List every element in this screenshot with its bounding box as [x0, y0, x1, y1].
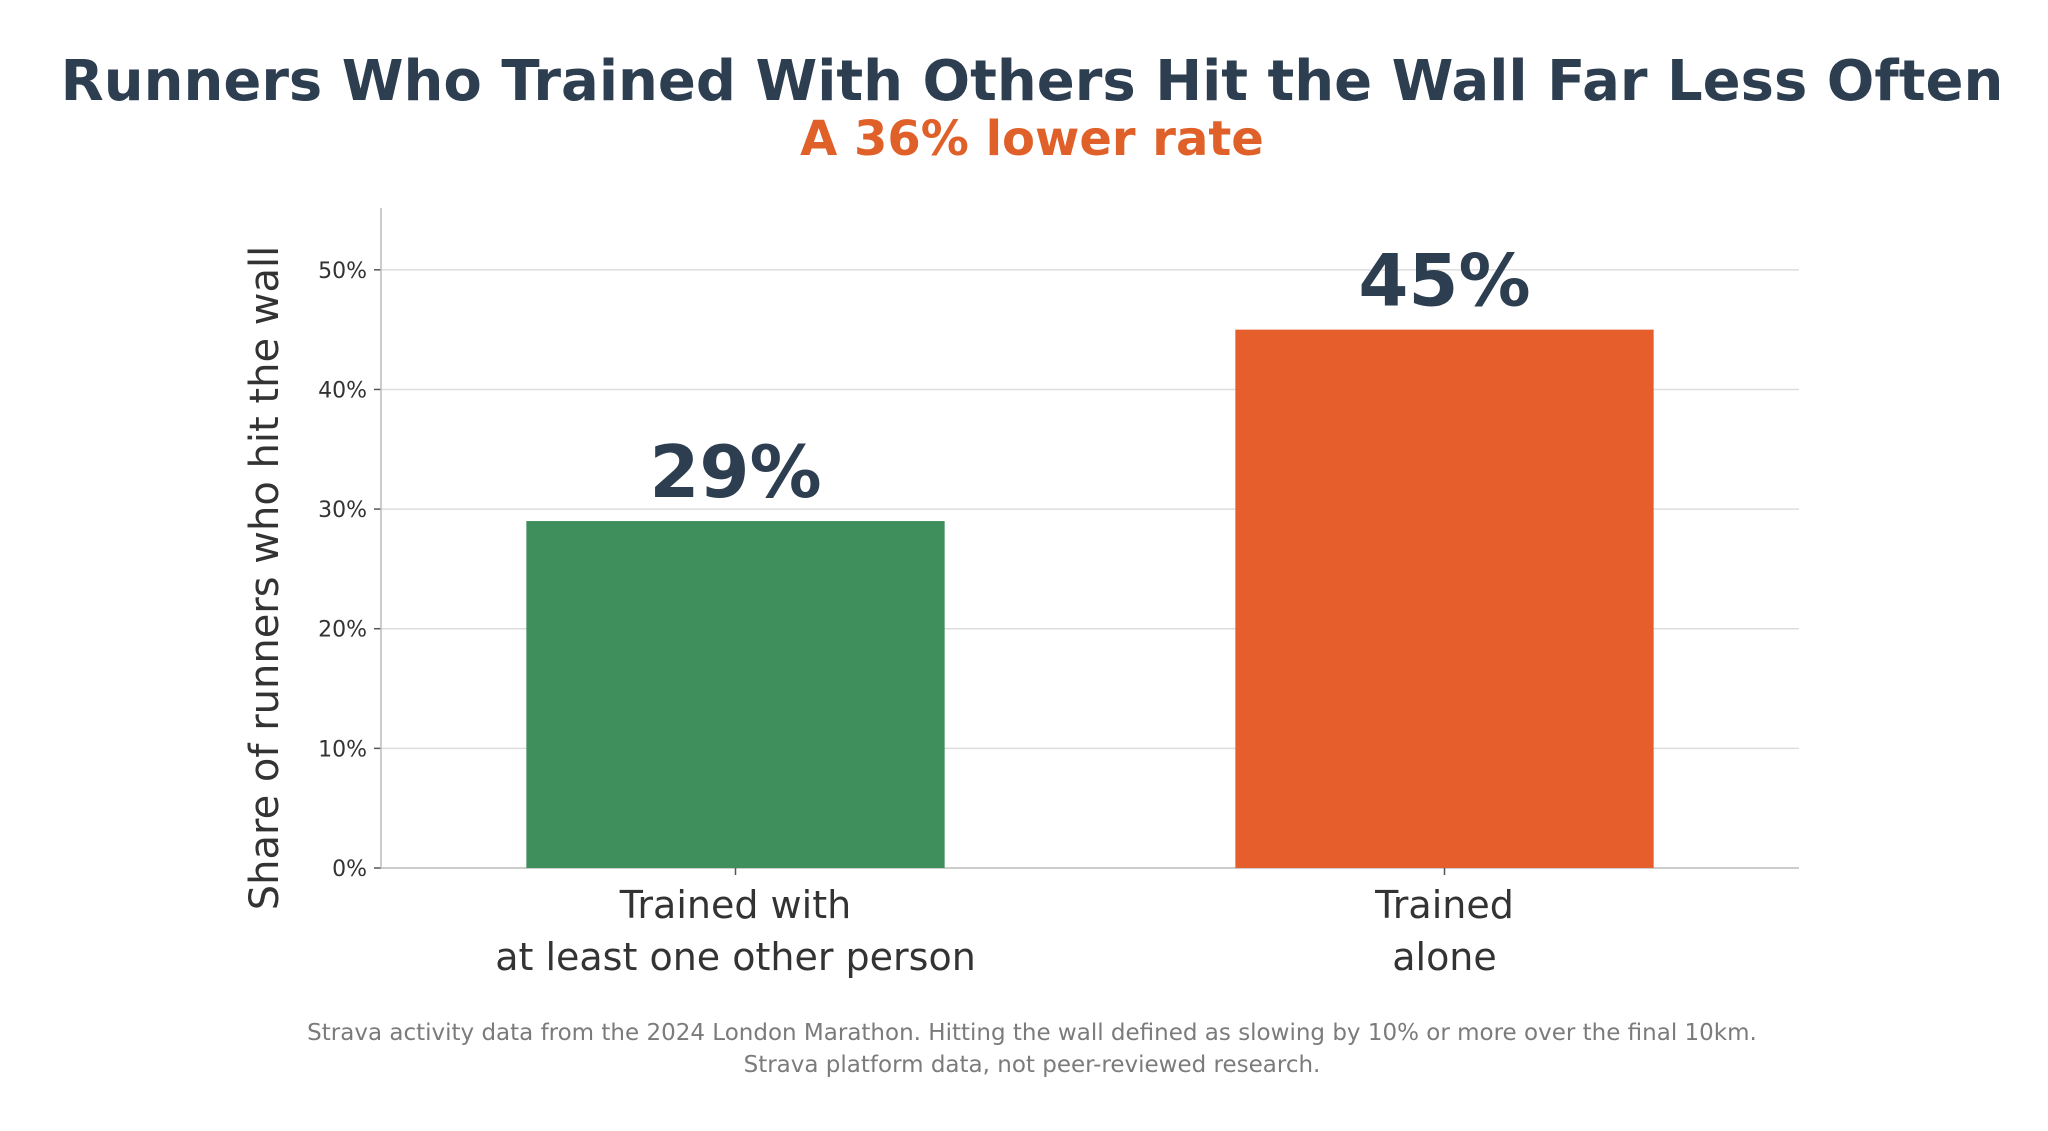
y-tick-labels: 0% 10% 20% 30% 40% 50% [318, 259, 367, 882]
x-tick-label: Trained [1374, 883, 1514, 927]
x-tick-label: at least one other person [495, 935, 976, 979]
chart-subtitle: A 36% lower rate [800, 111, 1264, 167]
y-tick-label: 40% [318, 378, 367, 403]
chart-title: Runners Who Trained With Others Hit the … [61, 49, 2004, 114]
x-tick-labels: Trained with at least one other person Tra… [495, 883, 1514, 979]
y-tick-label: 0% [332, 857, 367, 882]
y-axis-label: Share of runners who hit the wall [242, 246, 288, 910]
bar [526, 521, 945, 868]
y-tick-label: 10% [318, 737, 367, 762]
data-labels: 29% 45% [649, 239, 1530, 514]
bar-value-label: 29% [649, 430, 821, 514]
x-tick-label: alone [1392, 935, 1497, 979]
x-tick-label: Trained with [619, 883, 851, 927]
bar-value-label: 45% [1358, 239, 1530, 323]
y-tick-label: 50% [318, 259, 367, 284]
bars [526, 329, 1654, 868]
y-tick-label: 20% [318, 618, 367, 643]
y-tick-label: 30% [318, 498, 367, 523]
footnote-line: Strava activity data from the 2024 Londo… [307, 1020, 1757, 1046]
bar [1235, 329, 1654, 868]
footnote: Strava activity data from the 2024 Londo… [307, 1020, 1757, 1078]
footnote-line: Strava platform data, not peer-reviewed … [744, 1052, 1321, 1078]
